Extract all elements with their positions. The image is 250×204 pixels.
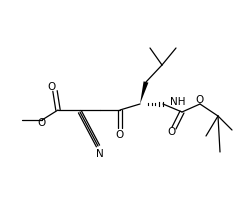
Text: O: O [38, 118, 46, 128]
Text: N: N [96, 149, 104, 159]
Text: O: O [167, 127, 175, 137]
Polygon shape [140, 81, 148, 104]
Text: O: O [196, 95, 204, 105]
Text: O: O [116, 130, 124, 140]
Text: O: O [48, 82, 56, 92]
Text: NH: NH [170, 97, 186, 107]
